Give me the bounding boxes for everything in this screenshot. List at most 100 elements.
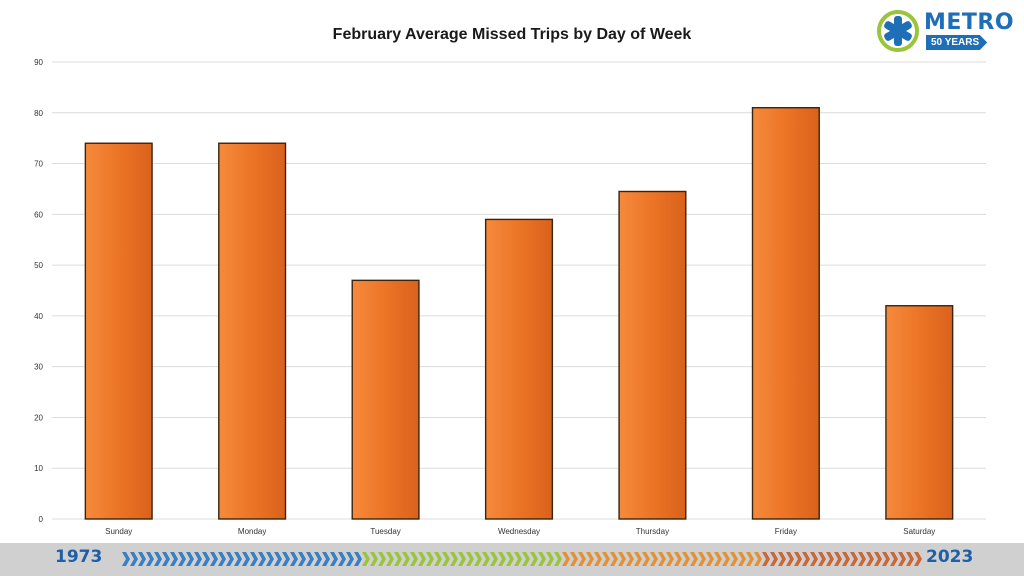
y-tick-label: 40 <box>34 312 43 321</box>
chevron-icon <box>554 552 562 566</box>
chevron-icon <box>658 552 666 566</box>
chevron-icon <box>786 552 794 566</box>
chevron-icon <box>842 552 850 566</box>
y-tick-label: 50 <box>34 261 43 270</box>
chevron-icon <box>202 552 210 566</box>
bar-saturday <box>885 305 954 520</box>
chevron-icon <box>762 552 770 566</box>
chevron-icon <box>666 552 674 566</box>
chevron-icon <box>330 552 338 566</box>
chevron-icon <box>794 552 802 566</box>
chevron-icon <box>810 552 818 566</box>
chevron-icon <box>450 552 458 566</box>
chevron-icon <box>650 552 658 566</box>
bar-friday <box>751 106 820 520</box>
x-tick-label: Sunday <box>105 527 132 536</box>
chevron-icon <box>154 552 162 566</box>
chevron-icon <box>346 552 354 566</box>
chevron-icon <box>522 552 530 566</box>
chevron-icon <box>914 552 922 566</box>
chevron-icon <box>426 552 434 566</box>
y-tick-label: 30 <box>34 363 43 372</box>
chevron-icon <box>890 552 898 566</box>
bars <box>84 106 954 520</box>
chevron-icon <box>906 552 914 566</box>
bar-monday <box>218 142 287 520</box>
chevron-icon <box>338 552 346 566</box>
chevron-icon <box>770 552 778 566</box>
footer-end-year: 2023 <box>926 547 974 567</box>
chevron-icon <box>418 552 426 566</box>
x-tick-label: Friday <box>775 527 797 536</box>
chevron-icon <box>594 552 602 566</box>
chevron-icon <box>410 552 418 566</box>
chevron-icon <box>250 552 258 566</box>
chevron-icon <box>210 552 218 566</box>
chevron-icon <box>290 552 298 566</box>
chevron-icon <box>218 552 226 566</box>
chevron-icon <box>634 552 642 566</box>
chevron-icon <box>690 552 698 566</box>
logo-badge: 50 YEARS <box>926 35 988 50</box>
y-tick-label: 0 <box>39 515 44 524</box>
chevron-icon <box>354 552 362 566</box>
metro-logo: METRO 50 YEARS <box>876 8 1016 54</box>
chevron-icon <box>282 552 290 566</box>
chevron-icon <box>874 552 882 566</box>
chevron-icon <box>186 552 194 566</box>
chevron-icon <box>498 552 506 566</box>
x-tick-label: Tuesday <box>370 527 400 536</box>
chevron-icon <box>298 552 306 566</box>
y-axis-ticks: 0 10 20 30 40 50 60 70 80 90 <box>34 58 43 524</box>
chevron-icon <box>578 552 586 566</box>
chevron-icon <box>394 552 402 566</box>
chevron-icon <box>570 552 578 566</box>
chevron-icon <box>850 552 858 566</box>
chevron-icon <box>602 552 610 566</box>
chevron-icon <box>490 552 498 566</box>
chevron-icon <box>802 552 810 566</box>
chart-title: February Average Missed Trips by Day of … <box>332 26 692 43</box>
chevron-icon <box>362 552 370 566</box>
bar-sunday <box>84 142 153 520</box>
chevron-icon <box>714 552 722 566</box>
chevron-icon <box>898 552 906 566</box>
chevron-icon <box>706 552 714 566</box>
chevron-icon <box>306 552 314 566</box>
chevron-icon <box>138 552 146 566</box>
x-axis-labels: Sunday Monday Tuesday Wednesday Thursday Frid… <box>105 527 935 536</box>
y-tick-label: 60 <box>34 210 43 219</box>
chevron-icon <box>274 552 282 566</box>
chevron-icon <box>682 552 690 566</box>
chevron-icon <box>618 552 626 566</box>
chevron-icon <box>146 552 154 566</box>
chevron-icon <box>242 552 250 566</box>
chevron-icon <box>826 552 834 566</box>
chevron-icon <box>482 552 490 566</box>
x-tick-label: Thursday <box>636 527 669 536</box>
y-tick-label: 70 <box>34 160 43 169</box>
chevron-icon <box>586 552 594 566</box>
chevron-icon <box>434 552 442 566</box>
chevron-icon <box>514 552 522 566</box>
chevron-icon <box>778 552 786 566</box>
chevron-icon <box>866 552 874 566</box>
x-tick-label: Monday <box>238 527 266 536</box>
chevron-icon <box>266 552 274 566</box>
y-tick-label: 20 <box>34 413 43 422</box>
grid-lines <box>52 61 986 520</box>
y-tick-label: 10 <box>34 464 43 473</box>
chevron-icon <box>322 552 330 566</box>
chevron-icon <box>858 552 866 566</box>
chevron-icon <box>258 552 266 566</box>
chevron-icon <box>626 552 634 566</box>
chevron-icon <box>122 552 130 566</box>
chevron-icon <box>642 552 650 566</box>
chevron-icon <box>562 552 570 566</box>
bar-thursday <box>618 190 687 520</box>
logo-wordmark: METRO <box>924 10 1015 35</box>
chevron-icon <box>754 552 762 566</box>
chevron-icon <box>194 552 202 566</box>
x-tick-label: Saturday <box>903 527 935 536</box>
chevron-icon <box>370 552 378 566</box>
